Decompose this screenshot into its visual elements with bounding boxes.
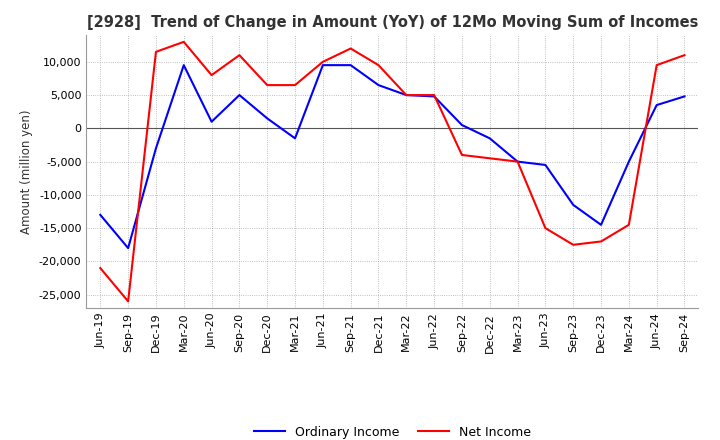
Ordinary Income — [597, 222, 606, 227]
Ordinary Income — [263, 116, 271, 121]
Ordinary Income — [513, 159, 522, 164]
Net Income — [346, 46, 355, 51]
Legend: Ordinary Income, Net Income: Ordinary Income, Net Income — [248, 421, 536, 440]
Net Income — [179, 39, 188, 44]
Ordinary Income — [402, 92, 410, 98]
Ordinary Income — [152, 146, 161, 151]
Net Income — [597, 239, 606, 244]
Net Income — [235, 52, 243, 58]
Ordinary Income — [541, 162, 550, 168]
Net Income — [680, 52, 689, 58]
Ordinary Income — [569, 202, 577, 208]
Net Income — [485, 156, 494, 161]
Net Income — [402, 92, 410, 98]
Net Income — [152, 49, 161, 55]
Net Income — [291, 82, 300, 88]
Ordinary Income — [458, 122, 467, 128]
Ordinary Income — [485, 136, 494, 141]
Ordinary Income — [652, 103, 661, 108]
Ordinary Income — [374, 82, 383, 88]
Ordinary Income — [124, 246, 132, 251]
Ordinary Income — [235, 92, 243, 98]
Title: [2928]  Trend of Change in Amount (YoY) of 12Mo Moving Sum of Incomes: [2928] Trend of Change in Amount (YoY) o… — [86, 15, 698, 30]
Ordinary Income — [291, 136, 300, 141]
Net Income — [263, 82, 271, 88]
Net Income — [124, 299, 132, 304]
Ordinary Income — [96, 212, 104, 217]
Ordinary Income — [346, 62, 355, 68]
Ordinary Income — [430, 94, 438, 99]
Ordinary Income — [207, 119, 216, 125]
Net Income — [207, 73, 216, 78]
Y-axis label: Amount (million yen): Amount (million yen) — [20, 110, 33, 234]
Line: Net Income: Net Income — [100, 42, 685, 301]
Net Income — [458, 152, 467, 158]
Line: Ordinary Income: Ordinary Income — [100, 65, 685, 248]
Ordinary Income — [680, 94, 689, 99]
Net Income — [374, 62, 383, 68]
Net Income — [541, 226, 550, 231]
Net Income — [318, 59, 327, 64]
Ordinary Income — [624, 159, 633, 164]
Ordinary Income — [318, 62, 327, 68]
Net Income — [430, 92, 438, 98]
Ordinary Income — [179, 62, 188, 68]
Net Income — [513, 159, 522, 164]
Net Income — [569, 242, 577, 247]
Net Income — [652, 62, 661, 68]
Net Income — [624, 222, 633, 227]
Net Income — [96, 265, 104, 271]
